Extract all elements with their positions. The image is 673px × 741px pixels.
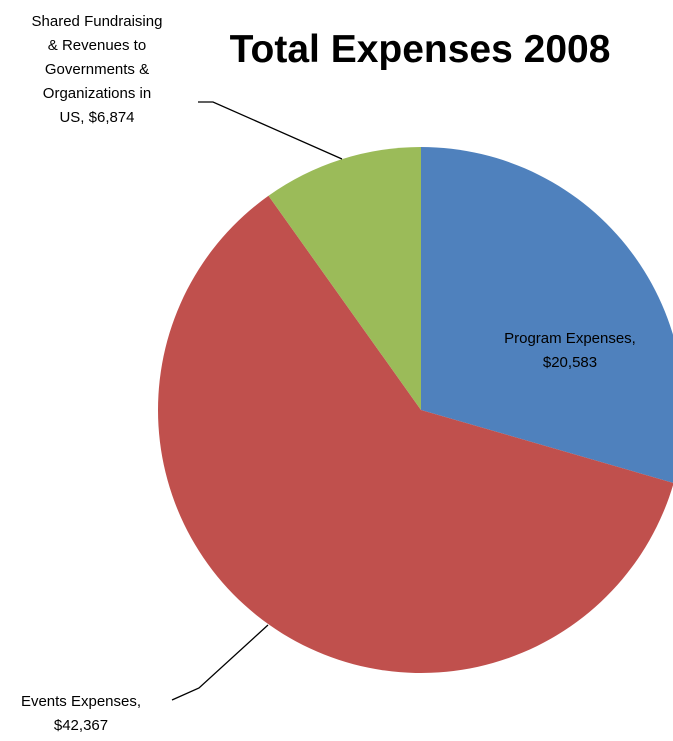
chart-title: Total Expenses 2008 [230,28,611,71]
slice-label-shared: Shared Fundraising & Revenues to Governmen… [32,13,163,126]
slice-label-program: Program Expenses, $20,583 [504,330,636,371]
slice-label-line: Program Expenses, [504,330,636,347]
slice-label-line: & Revenues to [48,37,146,54]
slice-label-events: Events Expenses, $42,367 [21,693,141,734]
slice-label-line: $20,583 [543,354,597,371]
leader-lines [171,101,343,701]
slice-label-line: Shared Fundraising [32,13,163,30]
slice-label-line: US, $6,874 [59,109,134,126]
pie-slice-program [421,147,673,483]
leader-line-shared [198,101,343,160]
slice-label-line: Organizations in [43,85,151,102]
pie-slices [158,147,673,673]
slice-label-line: Events Expenses, [21,693,141,710]
slice-label-line: $42,367 [54,717,108,734]
leader-line-events [171,624,269,701]
pie-slice-shared [268,147,421,410]
slice-labels: Program Expenses, $20,583 Events Expenses,… [21,13,636,734]
slice-label-line: Governments & [45,61,149,78]
pie-slice-events [158,195,673,673]
